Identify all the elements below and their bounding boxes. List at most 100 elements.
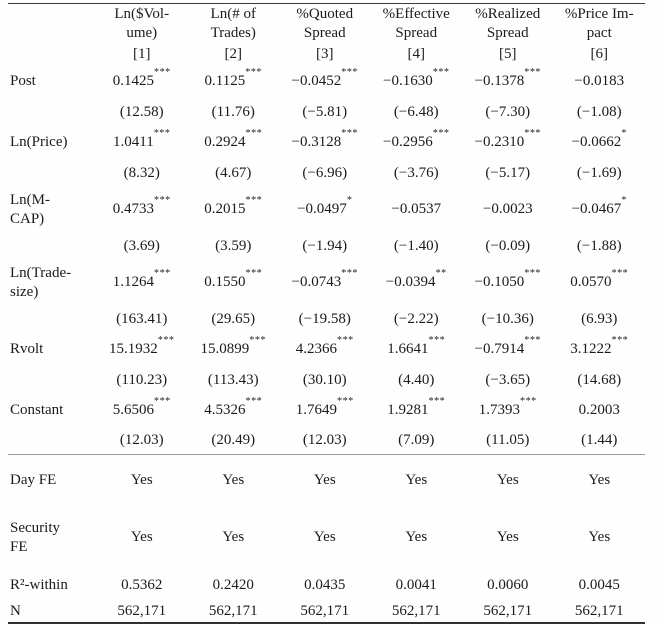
fe-value: Yes bbox=[222, 529, 245, 546]
tstat-value: (−0.09) bbox=[485, 237, 531, 254]
tstat-value: (−19.58) bbox=[298, 310, 351, 327]
coefficient-value: 5.6506*** bbox=[112, 395, 171, 419]
coefficient-value: 4.2366*** bbox=[295, 334, 354, 358]
column-header: Ln(# of Trades) bbox=[210, 6, 256, 41]
significance-stars: *** bbox=[153, 395, 171, 407]
fe-label: Day FE bbox=[10, 471, 57, 488]
fe-value: Yes bbox=[130, 529, 153, 546]
variable-label: Constant bbox=[10, 402, 64, 419]
coefficient-value: −0.0662* bbox=[571, 127, 627, 151]
column-header: Ln($Vol- ume) bbox=[114, 6, 170, 41]
coefficient-row: Constant 5.6506*** 4.5326*** 1.7649*** 1.928… bbox=[8, 395, 645, 427]
column-number: [1] bbox=[133, 46, 151, 63]
tstat-value: (−1.08) bbox=[576, 103, 622, 120]
fixed-effects-row: Security FE Yes Yes Yes Yes Yes Yes bbox=[8, 505, 645, 571]
tstat-row: (110.23) (113.43) (30.10) (4.40) (−3.65) (14.… bbox=[8, 366, 645, 395]
tstat-value: (20.49) bbox=[211, 432, 256, 449]
tstat-value: (3.69) bbox=[123, 237, 160, 254]
stat-label: R²-within bbox=[10, 577, 68, 594]
row-label-cell bbox=[8, 98, 96, 127]
column-header-row: Ln($Vol- ume) Ln(# of Trades) %Quoted Spre… bbox=[8, 4, 645, 44]
significance-stars: *** bbox=[153, 127, 171, 139]
coefficient-value: 0.2015*** bbox=[204, 194, 263, 218]
tstat-value: (6.93) bbox=[581, 310, 618, 327]
tstat-row: (8.32) (4.67) (−6.96) (−3.76) (−5.17) (−1.69) bbox=[8, 159, 645, 188]
stat-value: 0.0041 bbox=[395, 577, 437, 594]
tstat-value: (−10.36) bbox=[481, 310, 534, 327]
significance-stars: *** bbox=[428, 395, 446, 407]
column-number: [2] bbox=[224, 46, 243, 63]
tstat-value: (8.32) bbox=[123, 164, 160, 181]
tstat-row: (12.58) (11.76) (−5.81) (−6.48) (−7.30) (−1.0… bbox=[8, 98, 645, 127]
tstat-value: (−1.94) bbox=[302, 237, 348, 254]
significance-stars: *** bbox=[245, 127, 263, 139]
coefficient-value: −0.0023 bbox=[482, 201, 533, 218]
row-label-header bbox=[8, 4, 96, 44]
coefficient-value: −0.1630*** bbox=[383, 66, 450, 90]
coefficient-value: 0.1550*** bbox=[204, 267, 263, 291]
coefficient-value: 0.4733*** bbox=[112, 194, 171, 218]
column-header: %Quoted Spread bbox=[296, 6, 354, 41]
stat-value: 0.2420 bbox=[212, 577, 254, 594]
tstat-value: (−6.96) bbox=[302, 164, 348, 181]
row-label-cell bbox=[8, 44, 96, 66]
tstat-value: (−2.22) bbox=[393, 310, 439, 327]
stat-value: 562,171 bbox=[391, 602, 441, 619]
tstat-value: (3.59) bbox=[215, 237, 252, 254]
tstat-value: (−3.76) bbox=[393, 164, 439, 181]
column-number-row: [1] [2] [3] [4] [5] [6] bbox=[8, 44, 645, 66]
significance-stars: *** bbox=[245, 66, 262, 78]
coefficient-value: −0.0743*** bbox=[291, 267, 358, 291]
coefficient-value: −0.7914*** bbox=[474, 334, 541, 358]
coefficient-value: −0.1378*** bbox=[474, 66, 541, 90]
significance-stars: *** bbox=[341, 267, 358, 279]
tstat-value: (30.10) bbox=[302, 371, 347, 388]
row-label-cell bbox=[8, 232, 96, 261]
tstat-value: (12.03) bbox=[302, 432, 347, 449]
tstat-row: (163.41) (29.65) (−19.58) (−2.22) (−10.36) (6… bbox=[8, 305, 645, 334]
regression-table: Ln($Vol- ume) Ln(# of Trades) %Quoted Spre… bbox=[8, 3, 645, 624]
stat-value: 0.0435 bbox=[304, 577, 346, 594]
tstat-value: (−7.30) bbox=[485, 103, 531, 120]
fe-value: Yes bbox=[405, 471, 428, 488]
coefficient-value: −0.0452*** bbox=[291, 66, 358, 90]
tstat-value: (11.05) bbox=[486, 432, 530, 449]
significance-stars: *** bbox=[611, 267, 629, 279]
tstat-value: (1.44) bbox=[581, 432, 618, 449]
significance-stars: *** bbox=[611, 334, 629, 346]
significance-stars: *** bbox=[341, 66, 358, 78]
tstat-value: (110.23) bbox=[116, 371, 168, 388]
regression-table-body: Ln($Vol- ume) Ln(# of Trades) %Quoted Spre… bbox=[8, 4, 645, 623]
fe-label: Security FE bbox=[10, 520, 60, 555]
significance-stars: *** bbox=[524, 267, 541, 279]
tstat-value: (11.76) bbox=[211, 103, 255, 120]
significance-stars: *** bbox=[245, 194, 263, 206]
significance-stars: *** bbox=[432, 127, 450, 139]
coefficient-value: −0.0183 bbox=[574, 73, 625, 90]
tstat-value: (7.09) bbox=[398, 432, 435, 449]
column-header: %Realized Spread bbox=[475, 6, 541, 41]
tstat-value: (113.43) bbox=[207, 371, 259, 388]
fe-value: Yes bbox=[405, 529, 428, 546]
stat-value: 0.0060 bbox=[487, 577, 529, 594]
significance-stars: *** bbox=[249, 334, 267, 346]
stat-value: 562,171 bbox=[300, 602, 350, 619]
coefficient-value: 3.1222*** bbox=[570, 334, 629, 358]
significance-stars: *** bbox=[432, 66, 450, 78]
significance-stars: *** bbox=[153, 267, 171, 279]
coefficient-value: −0.3128*** bbox=[291, 127, 358, 151]
significance-stars: ** bbox=[435, 267, 447, 279]
coefficient-value: 1.7649*** bbox=[295, 395, 354, 419]
tstat-value: (29.65) bbox=[211, 310, 256, 327]
significance-stars: *** bbox=[336, 334, 354, 346]
tstat-row: (12.03) (20.49) (12.03) (7.09) (11.05) (1.44) bbox=[8, 427, 645, 455]
variable-label: Ln(M- CAP) bbox=[10, 192, 50, 227]
coefficient-row: Ln(M- CAP) 0.4733*** 0.2015*** −0.0497* −0.0… bbox=[8, 188, 645, 232]
fe-value: Yes bbox=[496, 471, 519, 488]
tstat-value: (−1.40) bbox=[393, 237, 439, 254]
coefficient-value: −0.2310*** bbox=[474, 127, 541, 151]
column-number: [6] bbox=[590, 46, 609, 63]
stat-value: 562,171 bbox=[208, 602, 258, 619]
tstat-value: (163.41) bbox=[116, 310, 168, 327]
fe-value: Yes bbox=[222, 471, 245, 488]
